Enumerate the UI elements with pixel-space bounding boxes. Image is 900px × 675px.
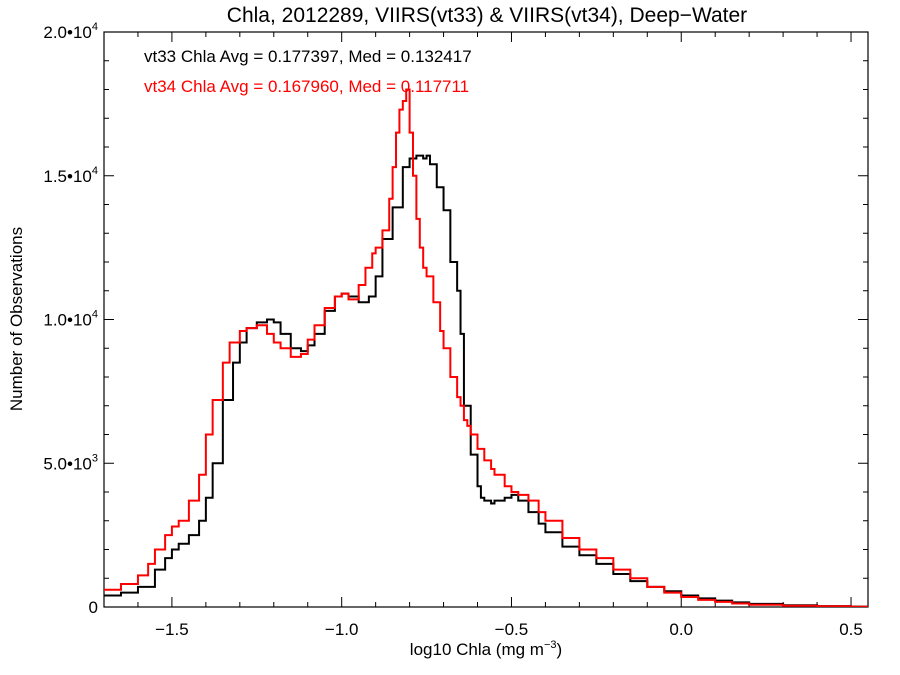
x-tick-label: 0.5	[839, 620, 863, 639]
x-axis-label-main: log10 Chla (mg m	[410, 640, 544, 659]
x-axis-label-sup: −3	[544, 639, 557, 651]
y-tick-label: 1.0•104	[43, 309, 98, 330]
series-layer	[104, 88, 868, 607]
y-tick-label: 2.0•104	[43, 21, 98, 42]
annotation-vt33: vt33 Chla Avg = 0.177397, Med = 0.132417	[144, 47, 472, 66]
x-axis-label-suffix: )	[557, 640, 563, 659]
x-tick-label: 0.0	[669, 620, 693, 639]
tick-labels: −1.5 −1.0 −0.5 0.0 0.5 0 5.0•103 1.0•104 1.5•104…	[43, 21, 862, 639]
x-tick-label: −1.5	[155, 620, 189, 639]
plot-frame	[103, 31, 869, 608]
x-tick-label: −0.5	[495, 620, 529, 639]
chart-title: Chla, 2012289, VIIRS(vt33) & VIIRS(vt34)…	[227, 4, 747, 27]
y-tick-label: 1.5•104	[43, 165, 98, 186]
annotation-vt34: vt34 Chla Avg = 0.167960, Med = 0.117711	[144, 77, 469, 96]
y-tick-label: 5.0•103	[43, 452, 98, 473]
x-axis-label: log10 Chla (mg m−3)	[410, 639, 562, 659]
series-line-1	[104, 88, 868, 607]
y-axis-label: Number of Observations	[7, 227, 26, 411]
y-tick-label: 0	[89, 598, 98, 617]
axis-ticks	[103, 31, 868, 608]
x-tick-label: −1.0	[325, 620, 359, 639]
series-line-0	[104, 154, 868, 607]
